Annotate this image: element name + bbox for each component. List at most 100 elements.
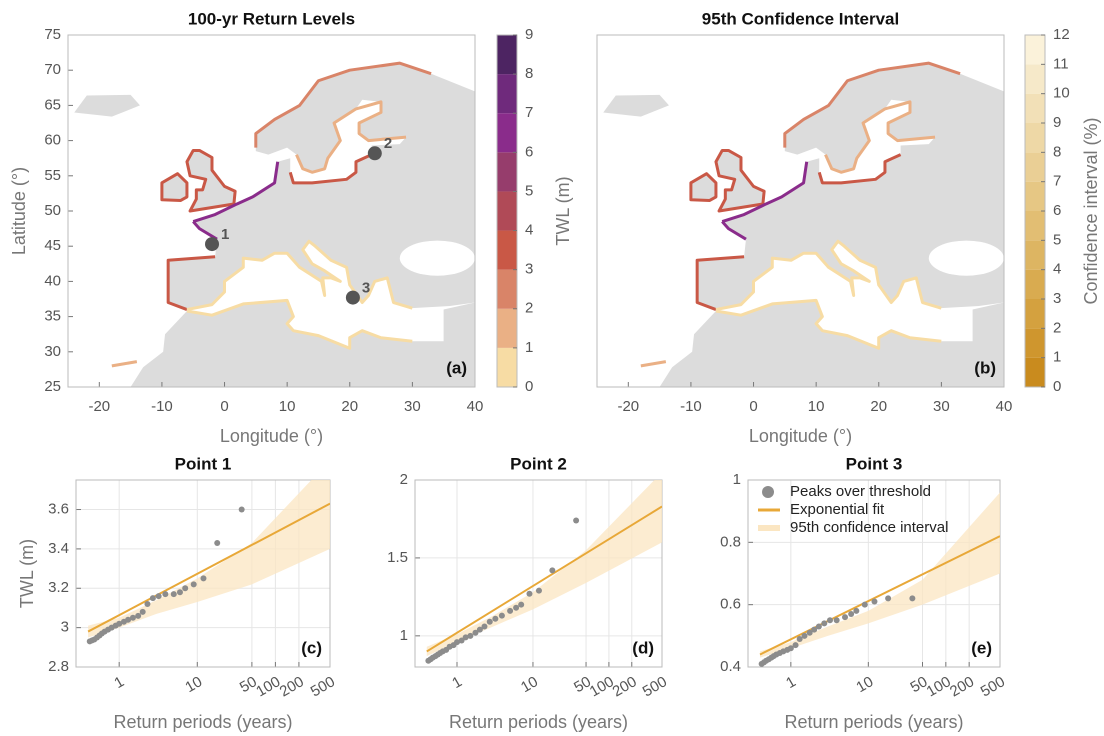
- site-label: 3: [362, 280, 370, 297]
- colorbar-tick-label: 12: [1053, 26, 1070, 43]
- y-tick-label: 60: [44, 132, 61, 149]
- y-tick-label: 35: [44, 308, 61, 325]
- peak-point: [806, 629, 813, 636]
- x-tick-label: 40: [996, 398, 1013, 415]
- coast-gulf-bothnia: [296, 102, 406, 172]
- peak-point: [787, 645, 794, 652]
- map-geography-copy: [601, 61, 1004, 387]
- peak-point: [135, 612, 142, 619]
- peak-point: [792, 642, 799, 649]
- x-tick-label: 30: [404, 398, 421, 415]
- colorbar-segment: [1025, 93, 1045, 123]
- peak-point: [144, 601, 151, 608]
- peak-point: [861, 601, 868, 608]
- peak-point: [129, 614, 136, 621]
- site-label: 1: [221, 226, 229, 243]
- peak-point: [155, 593, 162, 600]
- colorbar-segment: [1025, 35, 1045, 65]
- y-tick-label: 0.4: [720, 658, 741, 675]
- colorbar-tick-label: 10: [1053, 85, 1070, 102]
- colorbar-segment: [1025, 240, 1045, 270]
- coast-norway: [256, 63, 431, 147]
- colorbar-tick-label: 1: [525, 339, 533, 356]
- x-tick-label: 200: [610, 673, 640, 700]
- peak-point: [801, 632, 808, 639]
- panel-label: (a): [446, 358, 467, 377]
- colorbar-tick-label: 5: [1053, 231, 1061, 248]
- colorbar-tick-label: 8: [525, 65, 533, 82]
- colorbar-segment: [497, 35, 517, 75]
- peak-point: [200, 575, 207, 582]
- colorbar-segment: [1025, 152, 1045, 182]
- confidence-band: [760, 492, 1000, 658]
- y-tick-label: 50: [44, 202, 61, 219]
- peak-point: [458, 637, 465, 644]
- peak-point: [842, 614, 849, 621]
- peak-point: [826, 617, 833, 624]
- y-tick-label: 3.4: [48, 540, 69, 557]
- peak-point: [535, 587, 542, 594]
- colorbar-tick-label: 2: [525, 300, 533, 317]
- colorbar-tick-label: 0: [525, 378, 533, 395]
- peak-point: [162, 591, 169, 598]
- y-tick-label: 3: [61, 619, 69, 636]
- peak-point: [498, 612, 505, 619]
- colorbar-segment: [1025, 181, 1045, 211]
- x-tick-label: -20: [617, 398, 639, 415]
- y-tick-label: 0.6: [720, 596, 741, 613]
- coast-baltic-south: [290, 155, 371, 183]
- site-marker: [345, 290, 360, 305]
- panel-label: (b): [974, 358, 996, 377]
- legend-label: Exponential fit: [790, 501, 885, 518]
- y-tick-label: 3.6: [48, 500, 69, 517]
- x-tick-label: 10: [182, 673, 205, 696]
- y-tick-label: 1: [733, 471, 741, 488]
- y-tick-label: 45: [44, 237, 61, 254]
- peak-point: [125, 616, 132, 623]
- x-tick-label: 30: [933, 398, 950, 415]
- peak-point: [238, 506, 245, 513]
- peak-point: [549, 567, 556, 574]
- map-b-base: [601, 61, 1004, 387]
- map-a-base: [74, 63, 475, 387]
- x-tick-label: 10: [808, 398, 825, 415]
- peak-point: [909, 595, 916, 602]
- x-tick-label: 500: [308, 673, 338, 700]
- y-tick-label: 2.8: [48, 658, 69, 675]
- site-label: 2: [384, 135, 392, 152]
- peak-point: [853, 607, 860, 614]
- site-marker: [205, 237, 220, 252]
- land-britain: [186, 150, 236, 211]
- x-tick-label: 10: [518, 673, 541, 696]
- peak-point: [467, 632, 474, 639]
- fit-line: [87, 502, 330, 633]
- colorbar-segment: [497, 152, 517, 192]
- plot-area: [86, 480, 330, 645]
- x-tick-label: 40: [467, 398, 484, 415]
- peak-point: [796, 635, 803, 642]
- plot-area: [425, 480, 662, 664]
- peak-point: [149, 595, 156, 602]
- peak-point: [848, 611, 855, 618]
- colorbar-tick-label: 2: [1053, 319, 1061, 336]
- x-tick-label: 0: [749, 398, 757, 415]
- y-tick-label: 55: [44, 167, 61, 184]
- colorbar-segment: [1025, 328, 1045, 358]
- land-europe: [168, 63, 475, 310]
- x-tick-label: -10: [151, 398, 173, 415]
- x-tick-label: 50: [237, 673, 260, 696]
- black-sea: [399, 240, 475, 276]
- peak-point: [821, 620, 828, 627]
- legend-swatch: [762, 486, 774, 498]
- colorbar-segment: [497, 74, 517, 114]
- confidence-band: [426, 480, 662, 657]
- colorbar-tick-label: 5: [525, 182, 533, 199]
- coast-channel: [193, 162, 278, 222]
- colorbar-segment: [1025, 123, 1045, 153]
- peak-point: [833, 617, 840, 624]
- coast-biscay: [193, 222, 217, 240]
- fit-line: [426, 505, 662, 653]
- y-tick-label: 75: [44, 26, 61, 43]
- land-africa: [130, 300, 475, 387]
